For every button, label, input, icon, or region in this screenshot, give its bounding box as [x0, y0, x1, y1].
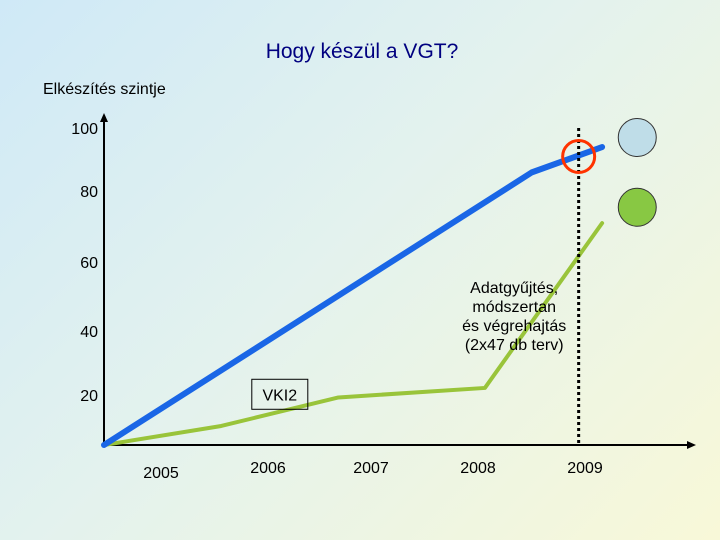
annotation-line: és végrehajtás	[462, 318, 566, 335]
y-tick-label: 40	[80, 324, 98, 341]
end-markers	[617, 118, 657, 227]
x-tick-label: 2008	[460, 460, 496, 477]
annotation: Adatgyűjtés, módszertan és végrehajtás (…	[462, 280, 566, 354]
y-tick-label: 80	[80, 184, 98, 201]
vki2-box: VKI2	[251, 378, 309, 410]
highlight-circle	[561, 139, 597, 175]
y-axis-label: Elkészítés szintje	[43, 81, 166, 98]
x-axis-arrow	[687, 441, 696, 449]
blue-end-circle	[617, 118, 657, 158]
series-layer	[101, 144, 606, 448]
vki2-box-border	[251, 378, 309, 410]
vki2-label: VKI2	[262, 387, 297, 404]
annotation-line: módszertan	[472, 299, 556, 316]
x-tick-label: 2007	[353, 460, 389, 477]
y-tick-label: 60	[80, 255, 98, 272]
x-tick-label: 2006	[250, 460, 286, 477]
chart-title: Hogy készül a VGT?	[266, 40, 459, 63]
y-axis-arrow	[100, 113, 108, 122]
x-tick-label: 2009	[567, 460, 603, 477]
series-line-green	[102, 221, 605, 447]
annotation-line: (2x47 db terv)	[465, 337, 564, 354]
axes	[100, 113, 696, 449]
series-line-blue	[101, 144, 606, 448]
y-tick-label: 100	[71, 121, 98, 138]
y-tick-label: 20	[80, 388, 98, 405]
green-end-circle	[617, 187, 657, 227]
annotation-line: Adatgyűjtés,	[470, 280, 558, 297]
x-tick-label: 2005	[143, 465, 179, 482]
